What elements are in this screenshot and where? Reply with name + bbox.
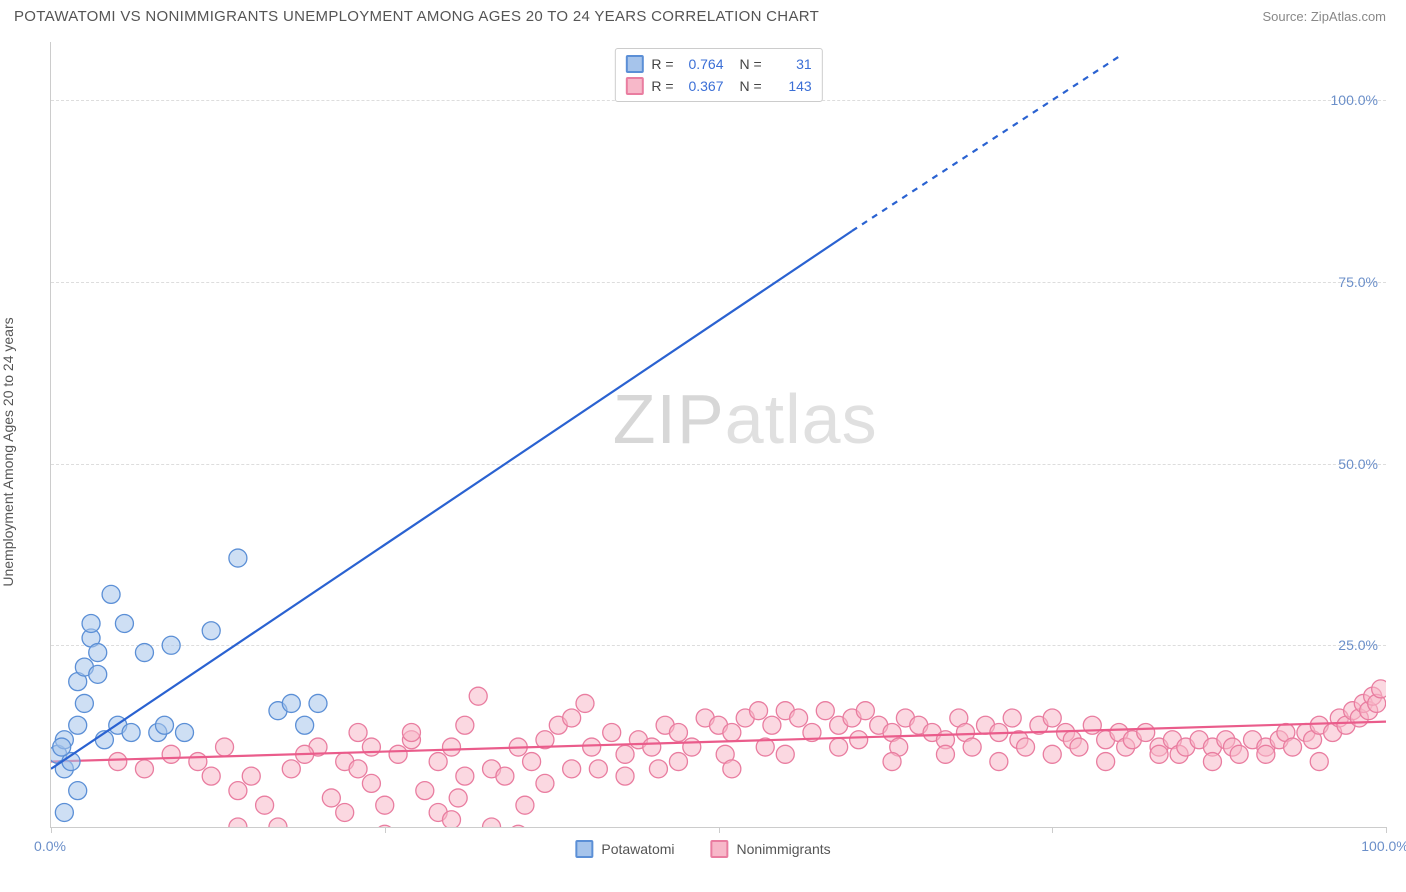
x-tick-label: 100.0% (1361, 838, 1406, 854)
y-tick-label: 75.0% (1338, 274, 1378, 290)
stat-row-pink: R = 0.367 N = 143 (625, 75, 811, 97)
source-label: Source: ZipAtlas.com (1262, 9, 1386, 24)
y-axis-label: Unemployment Among Ages 20 to 24 years (0, 317, 16, 586)
stat-row-blue: R = 0.764 N = 31 (625, 53, 811, 75)
watermark: ZIPatlas (613, 379, 878, 459)
legend-item-pink: Nonimmigrants (711, 840, 831, 858)
legend-swatch-blue (575, 840, 593, 858)
stats-box: R = 0.764 N = 31 R = 0.367 N = 143 (614, 48, 822, 102)
legend-item-blue: Potawatomi (575, 840, 674, 858)
y-tick-label: 100.0% (1331, 92, 1378, 108)
x-tick-label: 0.0% (34, 838, 66, 854)
chart-svg (51, 42, 1386, 827)
stat-swatch-blue (625, 55, 643, 73)
plot-area: ZIPatlas R = 0.764 N = 31 R = 0.367 N = … (50, 42, 1386, 828)
legend-swatch-pink (711, 840, 729, 858)
y-tick-label: 25.0% (1338, 637, 1378, 653)
y-tick-label: 50.0% (1338, 456, 1378, 472)
stat-swatch-pink (625, 77, 643, 95)
chart-title: POTAWATOMI VS NONIMMIGRANTS UNEMPLOYMENT… (14, 8, 819, 25)
bottom-legend: Potawatomi Nonimmigrants (575, 840, 830, 858)
chart-container: Unemployment Among Ages 20 to 24 years Z… (14, 36, 1392, 868)
